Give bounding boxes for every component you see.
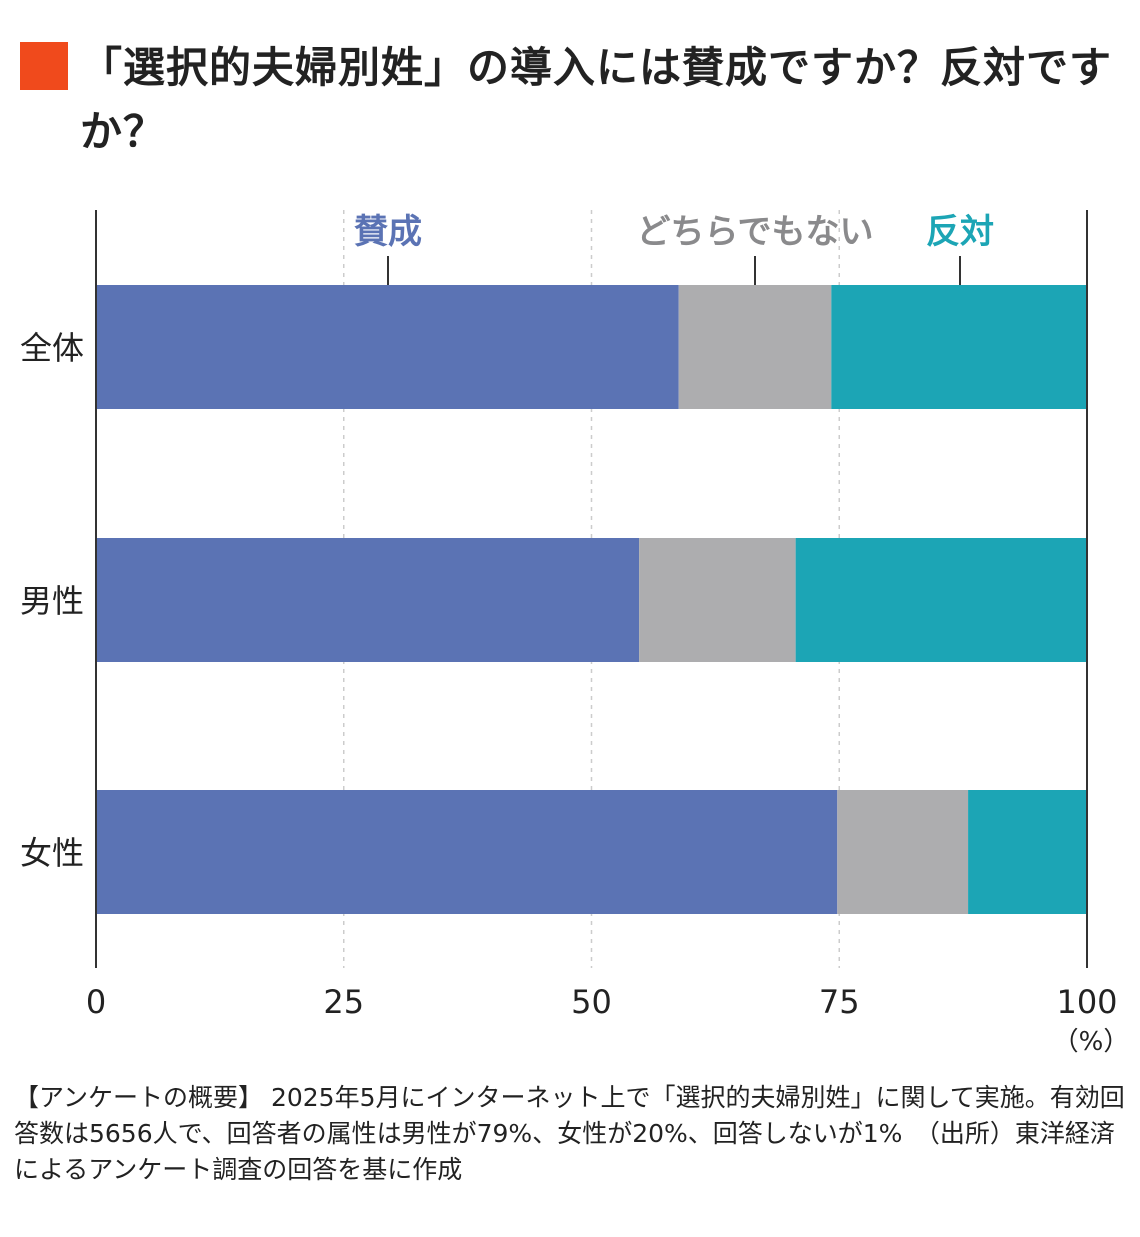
bar-全体-どちらでもない [678,285,832,409]
category-label: 全体 [20,329,84,367]
legend-label-反対: 反対 [926,212,994,252]
bar-女性-賛成 [96,790,838,914]
bar-男性-賛成 [96,538,640,662]
bar-女性-反対 [968,790,1087,914]
bar-男性-反対 [795,538,1087,662]
bar-女性-どちらでもない [837,790,969,914]
bar-全体-賛成 [96,285,679,409]
legend-label-どちらでもない: どちらでもない [637,212,874,252]
footnote: 【アンケートの概要】 2025年5月にインターネット上で「選択的夫婦別姓」に関し… [14,1083,1125,1184]
bar-男性-どちらでもない [639,538,796,662]
chart-title-block: 「選択的夫婦別姓」の導入には賛成ですか？反対ですか？ [20,36,1120,164]
x-tick-label: 50 [571,983,612,1021]
chart-title: 「選択的夫婦別姓」の導入には賛成ですか？反対ですか？ [80,43,1113,156]
x-tick-label: 25 [323,983,364,1021]
x-unit-label: （%） [1053,1027,1130,1057]
title-marker-square [20,42,68,90]
legend-label-賛成: 賛成 [354,212,422,252]
x-tick-label: 100 [1056,983,1117,1021]
x-tick-label: 0 [86,983,106,1021]
bar-全体-反対 [831,285,1087,409]
x-tick-label: 75 [819,983,860,1021]
category-label: 女性 [20,834,84,872]
category-label: 男性 [20,582,84,620]
